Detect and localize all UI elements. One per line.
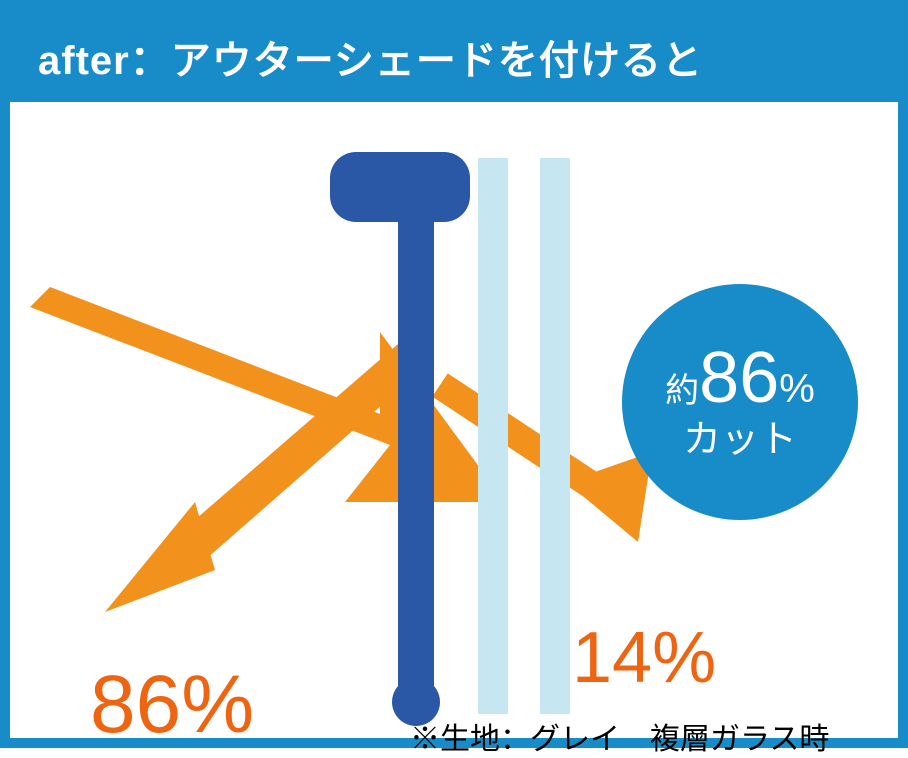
cut-badge-value: 86 [699,342,779,414]
glass-pane-1 [478,158,508,714]
glass-pane-2 [540,158,570,714]
header-bar: after：アウターシェードを付けると [10,10,898,102]
cut-badge: 約 86 % カット [622,284,858,520]
cut-badge-line1: 約 86 % [665,342,815,414]
footnote-text: ※生地：グレイ 複層ガラス時 [410,714,829,758]
header-title: after：アウターシェードを付けると [38,39,703,83]
cut-badge-sub: カット [683,420,797,462]
cut-badge-percent: % [779,369,815,409]
diagram-body: 約 86 % カット 86% 14% ※生地：グレイ 複層ガラス時 [10,102,898,738]
through-percent-label: 14% [572,622,716,694]
infographic-container: after：アウターシェードを付けると [0,0,908,748]
cut-badge-prefix: 約 [665,374,699,408]
reflected-percent-label: 86% [90,664,254,746]
reflected-ray-head [105,502,215,612]
shade-bar [398,160,434,708]
